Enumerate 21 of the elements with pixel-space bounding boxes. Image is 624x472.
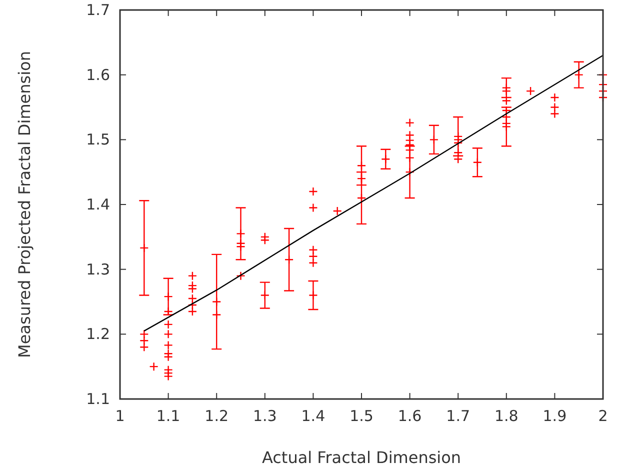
y-tick-label: 1.4 xyxy=(86,196,110,214)
y-tick-label: 1.7 xyxy=(86,1,110,19)
x-tick-label: 1.2 xyxy=(204,407,229,425)
x-tick-label: 1.1 xyxy=(156,407,180,425)
y-tick-label: 1.3 xyxy=(86,260,110,278)
y-tick-label: 1.6 xyxy=(86,66,110,84)
x-tick-label: 1.7 xyxy=(446,407,470,425)
y-axis-title: Measured Projected Fractal Dimension xyxy=(15,51,34,358)
x-axis-title: Actual Fractal Dimension xyxy=(262,448,462,467)
x-tick-label: 1.9 xyxy=(542,407,567,425)
y-tick-label: 1.1 xyxy=(86,390,110,408)
x-tick-label: 1 xyxy=(115,407,125,425)
y-tick-label: 1.2 xyxy=(86,325,110,344)
x-tick-label: 1.3 xyxy=(252,407,277,425)
y-tick-label: 1.5 xyxy=(86,130,110,149)
x-tick-label: 1.5 xyxy=(350,407,374,425)
x-tick-label: 2 xyxy=(598,407,608,425)
x-tick-label: 1.6 xyxy=(398,407,422,425)
line-series xyxy=(144,54,604,332)
x-tick-label: 1.8 xyxy=(494,407,518,425)
x-tick-label: 1.4 xyxy=(301,407,326,425)
